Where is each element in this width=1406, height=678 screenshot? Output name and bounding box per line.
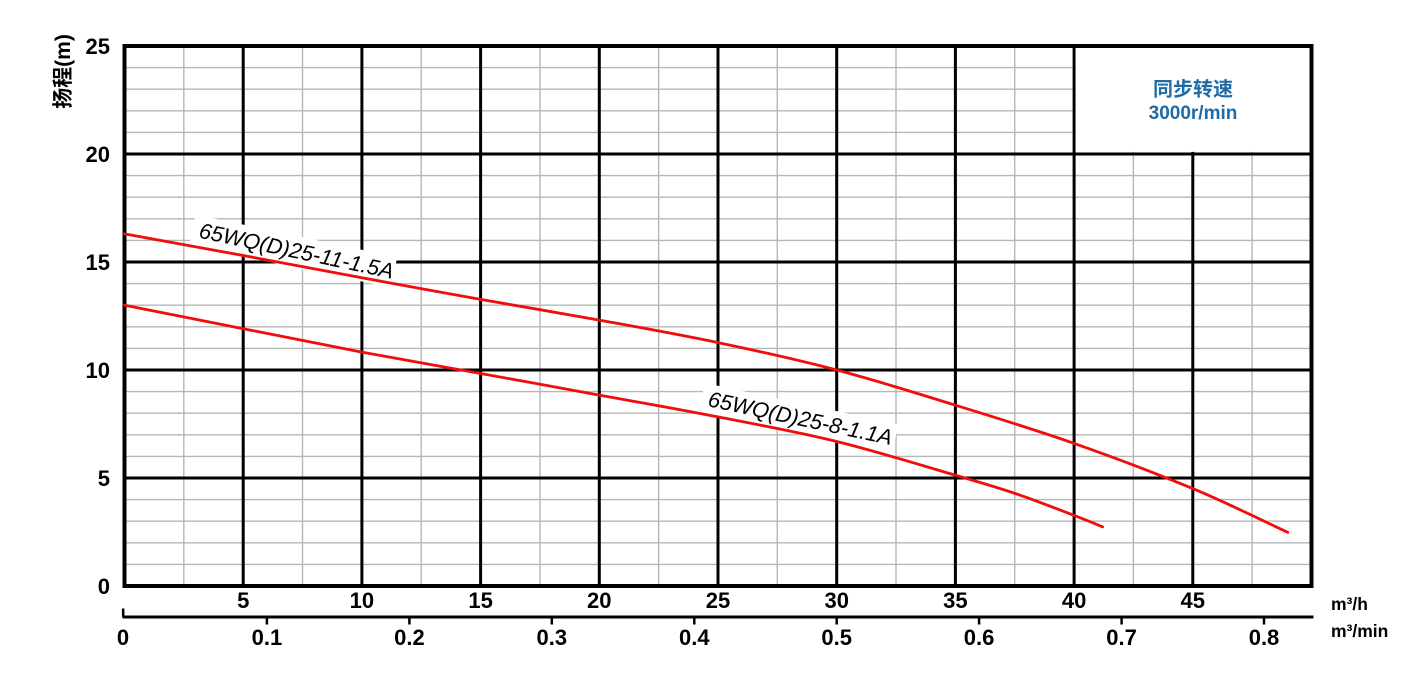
svg-text:25: 25 [706, 588, 730, 613]
svg-text:20: 20 [587, 588, 611, 613]
svg-text:0.8: 0.8 [1249, 625, 1280, 650]
svg-text:0: 0 [98, 574, 110, 599]
svg-text:40: 40 [1062, 588, 1086, 613]
svg-text:m³/h: m³/h [1331, 594, 1368, 614]
svg-text:(m): (m) [52, 34, 75, 67]
svg-text:0.2: 0.2 [394, 625, 425, 650]
svg-text:0: 0 [117, 625, 129, 650]
svg-text:0.6: 0.6 [964, 625, 995, 650]
svg-text:10: 10 [86, 358, 110, 383]
svg-text:0.5: 0.5 [821, 625, 852, 650]
svg-text:0.1: 0.1 [252, 625, 283, 650]
svg-text:m³/min: m³/min [1331, 621, 1388, 641]
svg-text:10: 10 [350, 588, 374, 613]
svg-text:25: 25 [86, 34, 110, 59]
svg-text:0.7: 0.7 [1106, 625, 1137, 650]
svg-text:35: 35 [943, 588, 967, 613]
svg-text:15: 15 [86, 250, 110, 275]
svg-text:45: 45 [1181, 588, 1205, 613]
svg-text:0.3: 0.3 [537, 625, 568, 650]
svg-text:30: 30 [824, 588, 848, 613]
svg-text:0.4: 0.4 [679, 625, 710, 650]
svg-text:20: 20 [86, 142, 110, 167]
svg-text:15: 15 [468, 588, 492, 613]
svg-text:3000r/min: 3000r/min [1149, 103, 1238, 124]
svg-text:5: 5 [98, 466, 110, 491]
svg-text:5: 5 [237, 588, 249, 613]
